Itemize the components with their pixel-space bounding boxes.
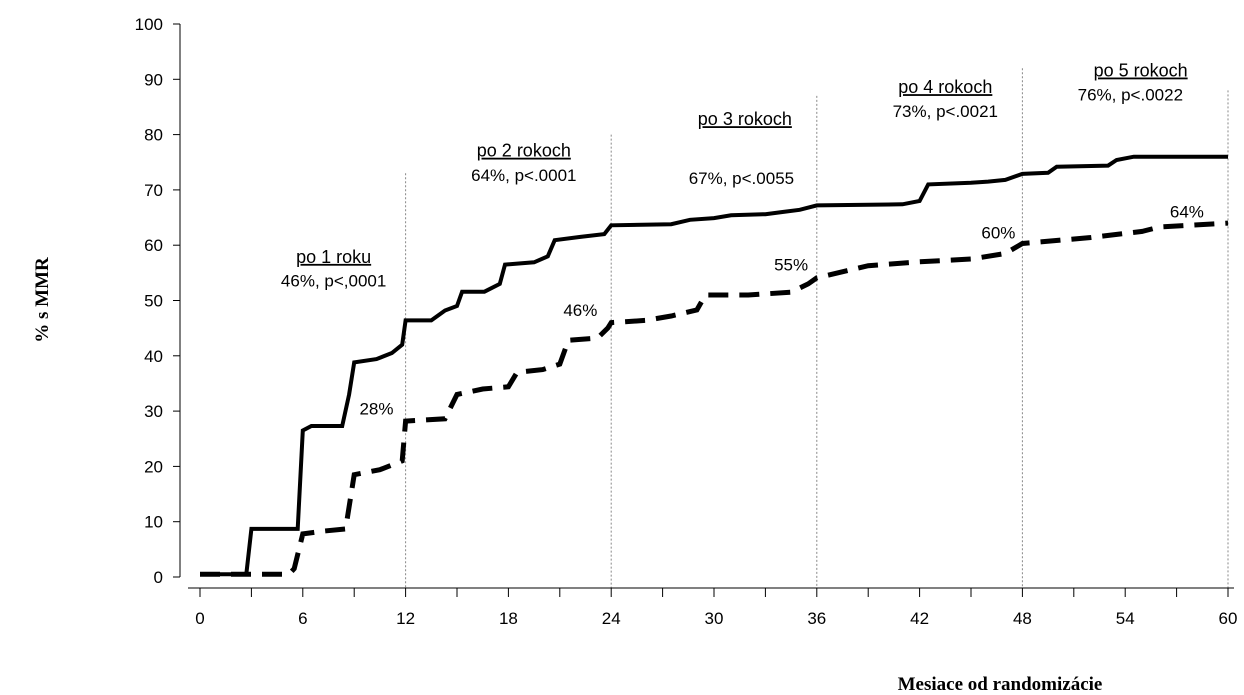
- series-group: [200, 154, 1229, 577]
- x-axis-title: Mesiace od randomizácie: [898, 674, 1103, 695]
- y-tick-label: 100: [135, 15, 163, 34]
- annotation-heading: po 4 rokoch: [898, 77, 992, 97]
- data-label: 28%: [359, 399, 393, 418]
- x-tick-label: 30: [705, 609, 724, 628]
- series-line-solid: [200, 154, 1228, 577]
- axes: 0 10 20 30 40 50 60 70 80 90 100 0 6 12 18 24 30 36 42 48 54…: [135, 15, 1238, 628]
- x-tick-label: 0: [195, 609, 204, 628]
- y-tick-label: 20: [144, 457, 163, 476]
- annotation-stat: 76%, p<.0022: [1078, 85, 1183, 104]
- y-tick-label: 40: [144, 347, 163, 366]
- y-axis-title: % s MMR: [32, 257, 53, 343]
- x-tick-label: 42: [910, 609, 929, 628]
- annotation-stat: 64%, p<.0001: [471, 166, 576, 185]
- x-tick-label: 54: [1116, 609, 1135, 628]
- data-label: 60%: [981, 224, 1015, 243]
- annotation-stat: 67%, p<.0055: [689, 169, 794, 188]
- x-tick-label: 48: [1013, 609, 1032, 628]
- y-tick-label: 30: [144, 402, 163, 421]
- x-tick-label: 6: [298, 609, 307, 628]
- x-tick-label: 24: [602, 609, 621, 628]
- annotation-stat: 46%, p<,0001: [281, 272, 386, 291]
- annotation-heading: po 5 rokoch: [1094, 61, 1188, 81]
- y-tick-label: 80: [144, 126, 163, 145]
- y-tick-label: 50: [144, 292, 163, 311]
- data-label: 46%: [563, 301, 597, 320]
- x-tick-label: 18: [499, 609, 518, 628]
- x-tick-label: 60: [1219, 609, 1238, 628]
- y-tick-label: 0: [154, 568, 163, 587]
- y-tick-label: 60: [144, 236, 163, 255]
- series-line-dashed: [200, 220, 1229, 577]
- y-tick-label: 90: [144, 70, 163, 89]
- reference-lines: [405, 68, 1229, 588]
- annotations-group: po 1 roku 46%, p<,0001 po 2 rokoch 64%, p<.…: [281, 61, 1204, 419]
- annotation-heading: po 2 rokoch: [477, 141, 571, 161]
- y-tick-label: 70: [144, 181, 163, 200]
- annotation-heading: po 1 roku: [296, 247, 371, 267]
- annotation-heading: po 3 rokoch: [698, 109, 792, 129]
- y-tick-label: 10: [144, 513, 163, 532]
- annotation-stat: 73%, p<.0021: [893, 102, 998, 121]
- data-label: 55%: [774, 256, 808, 275]
- data-label: 64%: [1170, 203, 1204, 222]
- x-tick-label: 36: [807, 609, 826, 628]
- x-tick-label: 12: [396, 609, 415, 628]
